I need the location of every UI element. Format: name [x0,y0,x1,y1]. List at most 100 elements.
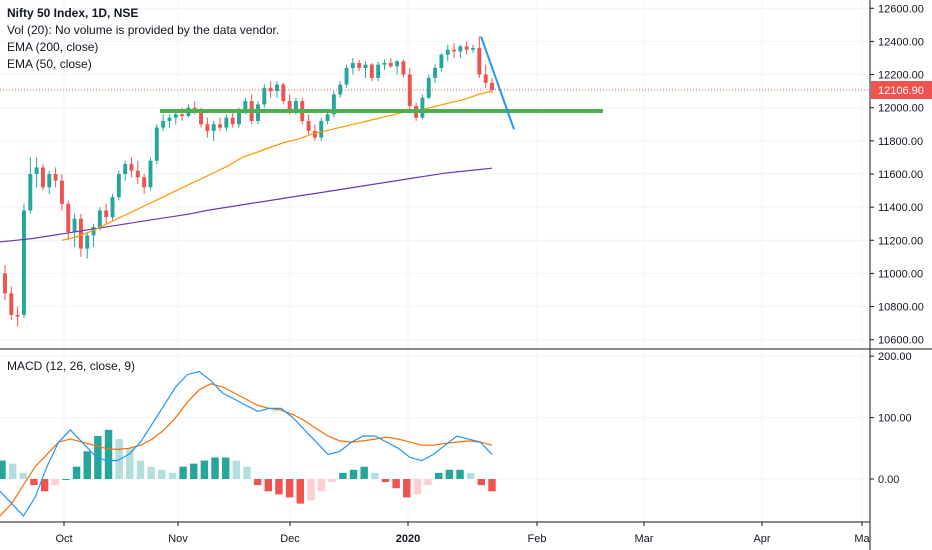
chart-title: Nifty 50 Index, 1D, NSE [7,6,139,20]
ema200-line [0,167,493,243]
price-pane [0,36,870,327]
histogram-bar [285,479,294,498]
y-tick-label: 11200.00 [878,235,923,247]
candle-body [66,203,71,232]
histogram-bar [8,463,17,479]
candle-body [363,64,368,68]
candle-body [382,62,387,65]
histogram-bar [51,479,59,486]
x-tick-label: Ma [854,533,870,545]
candle-body [142,177,147,188]
y-tick-label: 11600.00 [878,169,923,181]
histogram-bar [328,479,336,483]
candle-body [72,218,77,232]
candle-body [287,101,292,112]
candle-body [173,114,178,118]
histogram-bar [307,479,315,501]
macd-line [0,370,493,517]
candle-body [281,84,286,102]
last-price-label: 12106.90 [878,85,924,97]
candle-body [53,174,58,181]
candle-body [312,130,317,138]
candle-body [407,74,412,107]
histogram-bar [360,466,368,479]
candle-body [224,117,229,128]
candle-body [331,94,336,115]
candle-body [230,117,235,125]
candle-body [319,120,324,138]
candle-body [376,64,381,78]
x-tick-label: Mar [635,533,654,545]
histogram-bar [456,469,464,479]
candle-body [420,97,425,118]
candle-body [445,49,450,55]
histogram-bar [168,472,177,479]
candle-body [199,109,204,125]
histogram-bar [466,472,475,479]
candle-body [161,120,166,128]
candle-body [433,67,438,78]
x-tick-label: Apr [753,533,770,545]
histogram-bar [424,479,432,486]
ema200-legend: EMA (200, close) [7,40,99,54]
histogram-bar [104,429,113,479]
candle-body [205,124,210,131]
histogram-bar [221,457,230,479]
histogram-bar [62,479,70,480]
histogram-bar [40,479,49,492]
candle-body [471,48,475,50]
macd-legend: MACD (12, 26, close, 9) [7,358,135,375]
candle-body [483,74,488,83]
histogram-bar [232,460,241,479]
candle-body [59,180,64,204]
histogram-bar [381,479,390,483]
histogram-bar [136,460,145,479]
candle-body [97,210,102,228]
histogram-bar [488,479,496,492]
histogram-bar [200,460,209,479]
histogram-bar [413,479,422,495]
y-tick-label: 10600.00 [878,335,924,347]
candle-body [91,227,96,236]
candle-body [192,107,197,110]
histogram-bar [30,479,38,486]
histogram-bar [403,479,411,498]
candle-body [167,117,172,121]
histogram-bar [83,451,91,479]
candle-body [325,114,330,121]
candle-body [439,54,444,68]
candle-body [306,120,311,131]
y-tick-label: 11000.00 [878,268,923,280]
histogram-bar [126,448,134,479]
histogram-bar [349,469,358,479]
candle-body [237,111,241,125]
histogram-bar [253,479,262,486]
candle-body [180,114,185,116]
histogram-bar [275,479,283,495]
candle-body [3,273,7,294]
candle-body [275,84,279,92]
ema50-legend: EMA (50, close) [7,57,92,71]
candle-body [395,61,400,67]
x-tick-label: 2020 [396,533,420,545]
histogram-bar [211,457,219,479]
x-tick-label: Oct [55,533,72,545]
candle-body [369,64,374,78]
y-tick-label: 11800.00 [878,136,923,148]
candle-body [211,124,216,131]
x-tick-label: Nov [168,533,188,545]
histogram-bar [445,469,454,479]
histogram-bar [190,463,198,479]
price-legend: Nifty 50 Index, 1D, NSE Vol (20): No vol… [7,5,279,73]
histogram-bar [477,479,486,486]
histogram-bar [435,472,443,479]
histogram-bar [179,466,187,479]
macd-y-tick-label: 200.00 [878,351,912,363]
candle-body [104,210,109,218]
candle-body [458,46,463,52]
histogram-bar [296,479,304,504]
macd-pane [0,370,496,517]
histogram-bar [392,479,400,489]
candle-body [218,124,222,128]
